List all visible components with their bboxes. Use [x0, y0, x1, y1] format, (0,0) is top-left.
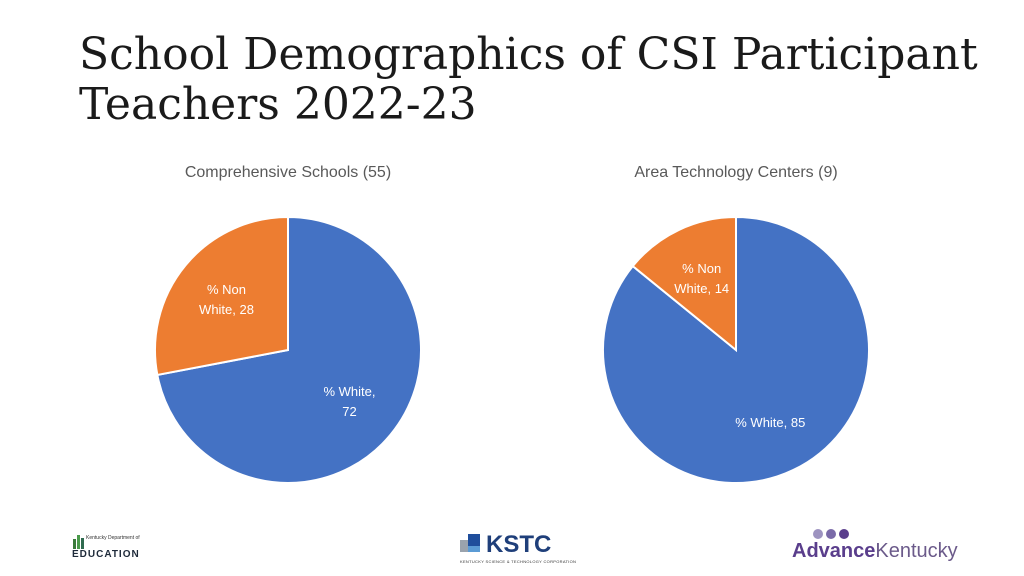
advance-kentucky-text: Kentucky: [875, 540, 958, 562]
kde-figures-icon: [73, 535, 84, 549]
advance-kentucky-dots-icon: [813, 529, 849, 539]
pie-slice-label-non-white: % Non White, 28: [199, 282, 254, 317]
kstc-logo: KSTC KENTUCKY SCIENCE & TECHNOLOGY CORPO…: [460, 531, 576, 568]
advance-kentucky-logo: AdvanceKentucky: [792, 526, 962, 566]
pie-chart-comprehensive-schools: % White, 72 % Non White, 28: [154, 215, 422, 484]
kstc-mark-bar: [468, 546, 480, 552]
chart-title-area-technology-centers: Area Technology Centers (9): [634, 164, 838, 181]
pie-slice-label-white: % White, 72: [323, 384, 375, 419]
pie-slice-white: [156, 215, 422, 484]
pie-slice-label-white: % White, 85: [735, 415, 805, 430]
advance-kentucky-bold-text: Advance: [792, 540, 876, 562]
pie-chart-area-technology-centers: % White, 85 % Non White, 14: [602, 215, 870, 484]
chart-title-comprehensive-schools: Comprehensive Schools (55): [184, 164, 392, 181]
kde-logo: Kentucky Department of EDUCATION: [72, 533, 152, 563]
kstc-mark-square: [468, 534, 480, 546]
advance-kentucky-wordmark: AdvanceKentucky: [792, 540, 958, 563]
page-title: School Demographics of CSI Participant T…: [79, 29, 978, 130]
kstc-logo-subtext: KENTUCKY SCIENCE & TECHNOLOGY CORPORATIO…: [460, 559, 577, 564]
pie-slice-label-non-white: % Non White, 14: [674, 261, 729, 296]
kde-logo-text: EDUCATION: [72, 549, 140, 560]
pie-slice-non-white: [631, 215, 737, 353]
pie-slice-non-white: [154, 215, 289, 377]
kde-logo-small-text: Kentucky Department of: [86, 535, 140, 541]
kstc-logo-text: KSTC: [486, 531, 552, 558]
